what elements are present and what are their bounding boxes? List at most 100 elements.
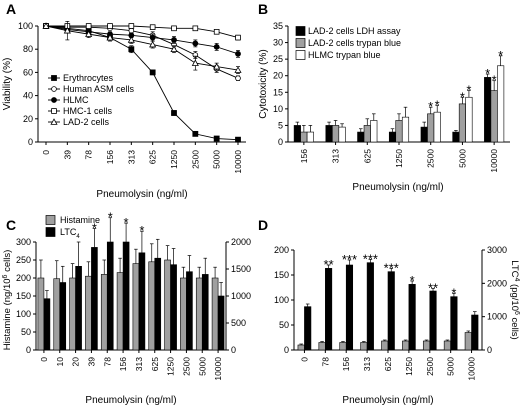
a-data-point [191,59,199,66]
d-x-axis-label: Pneumolysin (ng/ml) [342,395,433,406]
d-right-tick-label: 2000 [487,278,507,288]
d-significance-mark: * [451,285,456,300]
c-bar-ltc4 [91,247,98,351]
a-data-point [149,24,156,30]
a-x-tick-label: 313 [126,150,136,164]
c-left-tick-label: 100 [16,309,31,319]
c-legend: Histamine LTC4 [45,215,100,240]
a-series-line [45,25,239,55]
b-bar-lad-2-cells-ldh-assay [484,77,492,143]
d-bar-ltc4 [429,290,437,351]
a-data-point [213,43,220,50]
c-x-tick-label: 625 [150,357,160,371]
a-left-tick-label: 80 [23,44,33,54]
d-right-tick-label: 0 [487,345,492,355]
c-left-tick-label: 300 [16,237,31,247]
d-bar-ltc4 [450,296,458,351]
d-significance-mark: ** [428,280,438,295]
a-legend-label: HMC-1 cells [63,106,113,116]
c-bar-histamine [148,261,156,351]
c-significance-mark: * [124,215,129,230]
b-significance-mark: * [428,99,433,114]
c-legend-label-part: 4 [76,234,80,240]
a-legend-label: Erythrocytes [63,73,114,83]
a-legend-label: LAD-2 cells [63,117,110,127]
c-left-tick-label: 50 [21,327,31,337]
c-x-tick-label: 10000 [213,357,223,381]
b-bar-lad-2-cells-ldh-assay [420,126,428,143]
b-x-tick-label: 1250 [394,149,404,168]
c-bar-histamine [164,259,171,351]
a-data-point [213,62,221,70]
a-data-point [170,45,178,52]
a-data-point [63,26,71,34]
a-data-point [85,30,93,37]
c-bar-ltc4 [186,271,193,351]
a-data-point [149,40,157,48]
a-series-line [46,25,239,39]
panel-letter-c: C [6,217,16,233]
a-legend-marker [51,108,57,114]
c-y-axis-label-part: Histamine (ng/10 [2,278,13,350]
b-bar-lad-2-cells-ldh-assay [293,125,301,143]
c-x-tick-label: 1250 [166,357,176,376]
b-left-tick-label: 5 [278,120,283,130]
c-right-tick-label: 1000 [231,291,251,301]
c-legend-label-part: Histamine [60,215,100,225]
c-bar-ltc4 [75,265,82,351]
b-left-tick-label: 30 [273,38,283,48]
b-significance-mark: * [460,89,465,104]
a-x-tick-label: 1250 [169,150,179,169]
a-data-point [235,136,241,143]
b-x-tick-label: 156 [299,149,309,163]
c-left-tick-label: 200 [16,273,31,283]
d-bar-histamine [339,342,347,351]
c-x-tick-label: 39 [86,357,96,367]
b-bar-hlmc-trypan-blue [465,96,473,143]
d-significance-mark: ** [324,257,334,272]
b-x-axis-label: Pneumolysin (ng/ml) [352,182,443,193]
d-y2-axis-label-part: cells) [509,315,520,340]
a-left-tick-label: 20 [23,114,33,124]
d-left-tick-label: 0 [284,345,289,355]
a-x-tick-label: 156 [105,150,115,164]
b-left-tick-label: 25 [273,54,283,64]
b-bar-hlmc-trypan-blue [370,120,378,143]
d-x-tick-label: 2500 [425,357,435,376]
b-legend-label: HLMC trypan blue [308,50,381,60]
b-bar-lad-2-cells-ldh-assay [357,131,365,143]
d-bar-ltc4 [325,268,333,351]
c-x-tick-label: 313 [134,357,144,371]
a-x-tick-label: 0 [41,150,51,155]
d-bar-histamine [443,340,451,351]
d-x-tick-label: 625 [383,357,393,371]
d-y2-axis-label: LTC4 (pg/106 cells) [509,260,520,339]
a-data-point [149,34,156,41]
d-left-tick-label: 150 [274,270,289,280]
b-legend-label: LAD-2 cells LDH assay [308,26,401,36]
a-legend-marker [51,86,57,92]
a-data-point [106,33,114,41]
d-bar-histamine [297,344,305,351]
a-data-point [171,110,177,116]
a-data-point [171,37,177,43]
a-x-tick-label: 5000 [212,150,222,169]
b-significance-mark: * [485,66,490,81]
c-right-tick-label: 500 [231,318,246,328]
b-significance-mark: * [435,98,440,113]
b-bar-lad-2-cells-ldh-assay [452,131,460,143]
b-legend-swatch [295,26,306,36]
b-x-tick-label: 2500 [426,149,436,168]
d-significance-mark: * [410,273,415,288]
a-data-point [192,130,199,137]
c-y-axis-label-part: 6 [2,274,9,278]
c-bar-ltc4 [106,241,114,351]
b-x-tick-label: 625 [362,149,372,163]
a-legend-marker [50,118,58,125]
b-legend-swatch [295,50,306,60]
c-x-tick-label: 2500 [181,357,191,376]
b-bar-lad-2-cells-ldh-assay [325,125,333,143]
d-x-tick-label: 0 [299,357,309,362]
c-x-tick-label: 5000 [197,357,207,376]
